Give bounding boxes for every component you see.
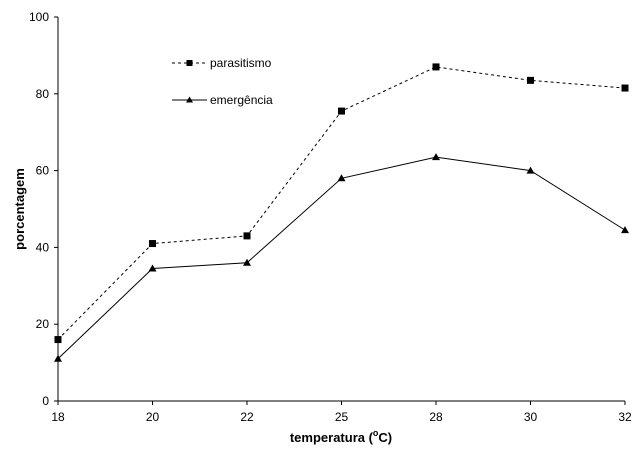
data-point-parasitismo <box>243 232 251 240</box>
data-point-parasitismo <box>338 107 345 115</box>
x-tick-label: 30 <box>524 410 538 424</box>
y-axis-title: porcentagem <box>12 168 27 250</box>
legend-label-parasitismo: parasitismo <box>210 56 272 70</box>
x-tick-label: 22 <box>240 410 254 424</box>
x-tick-label: 28 <box>429 410 443 424</box>
legend-item-emergencia: emergência <box>172 93 273 107</box>
data-point-parasitismo <box>527 76 534 84</box>
data-point-parasitismo <box>432 63 440 71</box>
y-tick-label: 60 <box>36 164 50 178</box>
x-tick-label: 18 <box>51 410 65 424</box>
y-tick-label: 100 <box>29 10 49 24</box>
legend-marker-emergencia <box>186 96 193 103</box>
x-axis-title-superscript: o <box>373 428 379 438</box>
y-tick-label: 40 <box>36 240 50 254</box>
data-point-emergencia <box>621 226 629 234</box>
data-point-emergencia <box>337 174 346 182</box>
x-axis-title: temperatura (oC) <box>290 428 392 445</box>
data-point-emergencia <box>243 258 251 266</box>
x-tick-label: 25 <box>335 410 349 424</box>
legend: parasitismo emergência <box>172 56 273 107</box>
data-point-emergencia <box>148 264 157 272</box>
series-layer <box>54 63 629 362</box>
legend-item-parasitismo: parasitismo <box>172 56 272 70</box>
x-ticks: 18 20 22 25 28 30 32 <box>51 401 632 424</box>
chart-axes <box>57 17 625 402</box>
data-point-parasitismo <box>149 240 156 248</box>
series-line-emergencia <box>57 156 626 360</box>
x-tick-label: 20 <box>146 410 160 424</box>
data-point-emergencia <box>526 166 535 174</box>
y-tick-label: 80 <box>36 87 50 101</box>
y-ticks: 0 20 40 60 80 100 <box>29 10 58 408</box>
x-axis-title-main: temperatura ( <box>290 430 374 445</box>
x-axis-title-end: C) <box>378 430 392 445</box>
data-point-emergencia <box>432 153 440 161</box>
legend-marker-parasitismo <box>186 60 193 66</box>
data-point-parasitismo <box>621 84 629 92</box>
data-point-emergencia <box>54 354 62 362</box>
data-point-parasitismo <box>54 336 62 344</box>
y-tick-label: 20 <box>36 317 50 331</box>
x-tick-label: 32 <box>618 410 632 424</box>
legend-label-emergencia: emergência <box>210 93 273 107</box>
y-tick-label: 0 <box>42 394 49 408</box>
